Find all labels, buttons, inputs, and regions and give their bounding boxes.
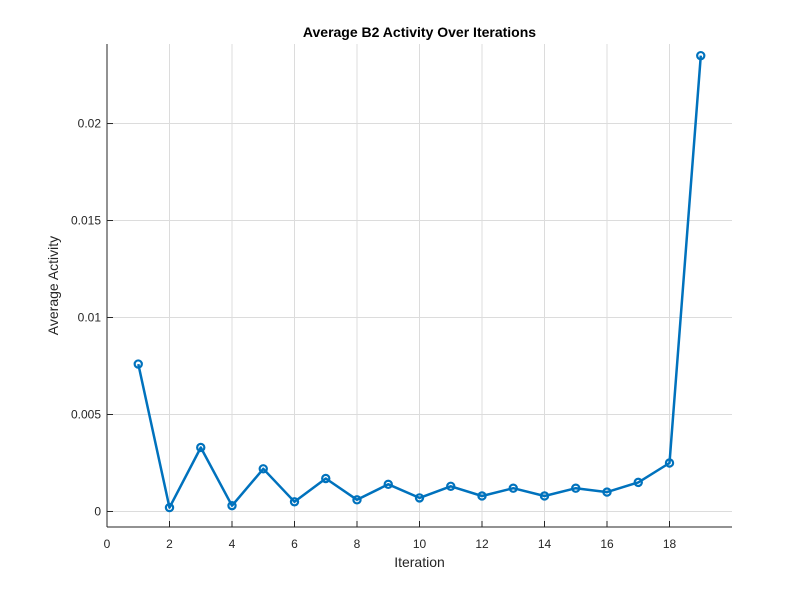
data-point (383, 479, 393, 490)
data-point (321, 473, 331, 484)
x-tick-label: 4 (229, 537, 236, 551)
data-point (414, 493, 425, 503)
data-point (696, 50, 706, 61)
x-tick-label: 16 (600, 537, 614, 551)
x-tick-label: 2 (166, 537, 173, 551)
data-point (258, 464, 268, 474)
x-tick-label: 6 (291, 537, 298, 551)
data-point (571, 483, 581, 493)
x-tick-label: 8 (354, 537, 361, 551)
data-point (352, 495, 362, 505)
grid (107, 44, 732, 527)
series (133, 50, 706, 513)
y-tick-label: 0.015 (71, 214, 101, 228)
data-point (164, 502, 175, 513)
data-point (508, 483, 518, 493)
y-tick-label: 0.01 (78, 311, 102, 325)
data-point (477, 491, 487, 501)
data-point (602, 487, 612, 497)
x-tick-label: 0 (104, 537, 111, 551)
series-line (137, 55, 703, 509)
x-axis-label: Iteration (394, 554, 445, 570)
data-point (539, 491, 550, 501)
data-point (633, 477, 643, 488)
x-tick-label: 10 (413, 537, 427, 551)
data-point (133, 359, 143, 369)
data-point (664, 458, 675, 468)
data-point (196, 442, 206, 453)
x-tick-label: 14 (538, 537, 552, 551)
y-tick-label: 0.005 (71, 407, 101, 421)
x-tick-label: 12 (475, 537, 489, 551)
data-point (446, 481, 456, 491)
y-tick-label: 0.02 (78, 117, 102, 131)
ticks: 0 2 4 6 8 10 12 14 16 18 0 0.005 0.01 0.015 0.02 (71, 117, 677, 551)
data-point (289, 497, 300, 507)
chart-title: Average B2 Activity Over Iterations (303, 24, 536, 40)
y-axis-label: Average Activity (45, 236, 61, 335)
data-point (227, 500, 237, 511)
y-tick-label: 0 (94, 504, 101, 518)
x-tick-label: 18 (663, 537, 677, 551)
